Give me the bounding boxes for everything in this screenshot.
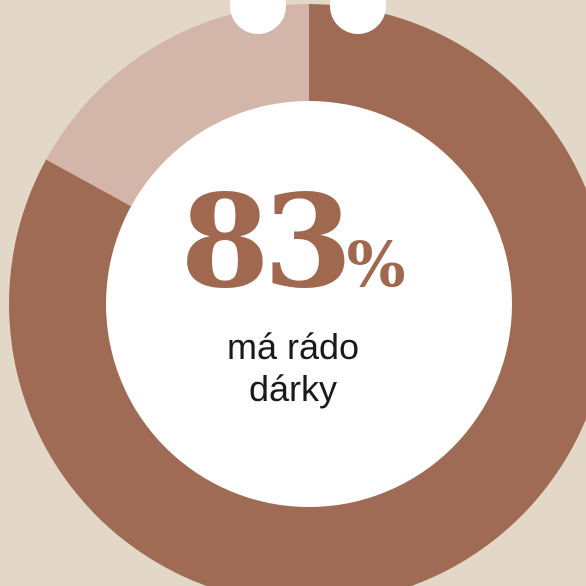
caption: má rádo dárky [0,326,586,410]
percentage-label: 83% [0,178,586,306]
bow-loop-left [230,0,286,34]
percent-sign: % [346,228,406,301]
percentage-value: 83 [180,167,352,317]
bow-loop-right [330,0,386,34]
caption-line-2: dárky [248,368,338,409]
bow-decoration [230,0,386,34]
donut-hole [106,101,512,507]
caption-line-1: má rádo [226,326,360,367]
